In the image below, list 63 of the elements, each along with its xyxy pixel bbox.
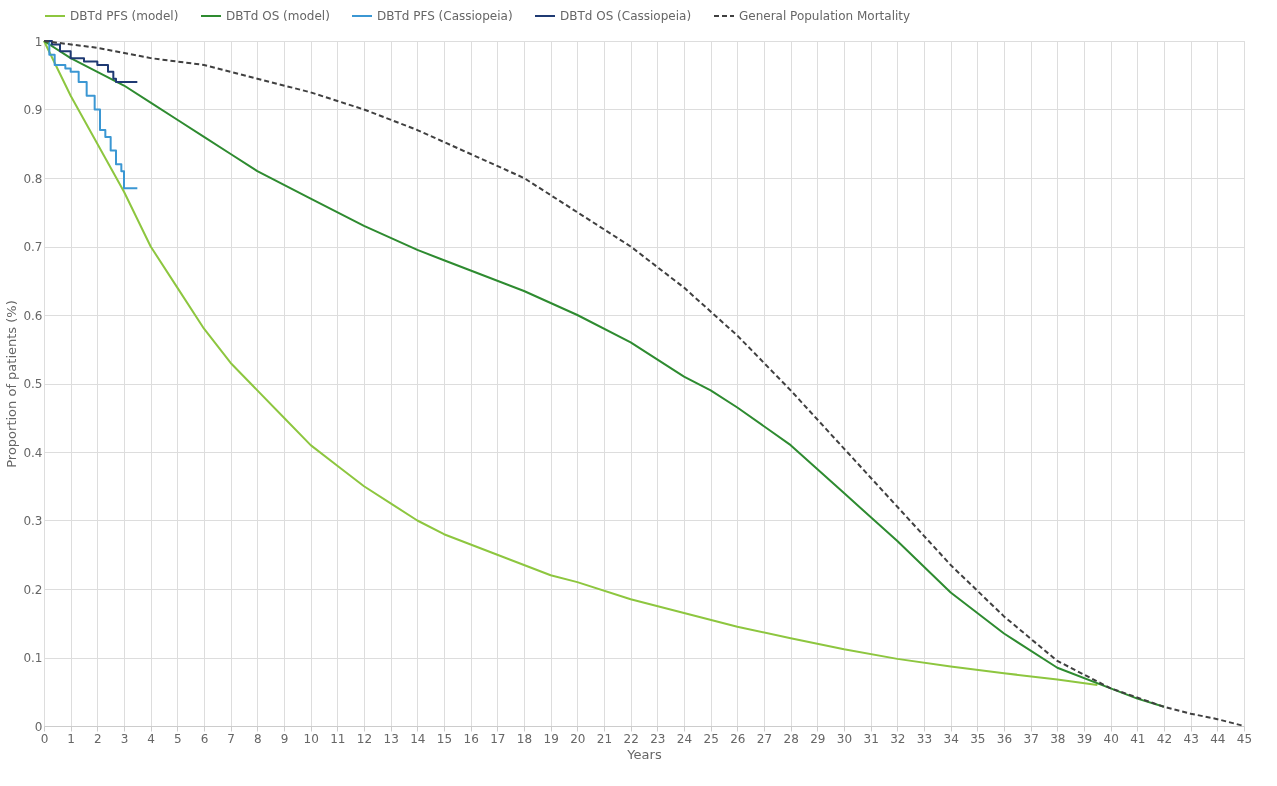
x-tick-label: 1 — [67, 731, 75, 746]
x-tick-label: 8 — [254, 731, 262, 746]
x-tick-label: 41 — [1130, 731, 1146, 746]
x-tick-label: 36 — [996, 731, 1013, 746]
y-tick-label: 0.4 — [23, 445, 43, 460]
y-tick-label: 0.5 — [23, 377, 43, 391]
x-tick-label: 27 — [756, 731, 773, 746]
y-tick-label: 0.1 — [23, 651, 43, 665]
y-tick-label: 0.9 — [23, 103, 43, 117]
x-tick-label: 42 — [1156, 731, 1173, 746]
x-tick-label: 20 — [570, 731, 586, 746]
x-tick-label: 32 — [890, 731, 906, 746]
x-tick-label: 37 — [1023, 731, 1039, 746]
x-tick-label: 19 — [543, 731, 559, 746]
x-tick-label: 40 — [1103, 731, 1119, 746]
x-tick-label: 22 — [623, 731, 639, 746]
x-tick-label: 15 — [436, 731, 453, 746]
x-tick-label: 7 — [227, 731, 235, 746]
x-tick-label: 5 — [174, 731, 182, 746]
x-tick-label: 33 — [916, 731, 933, 746]
y-tick-label: 1 — [34, 34, 43, 49]
x-tick-label: 6 — [200, 731, 209, 746]
y-tick-label: 0 — [34, 719, 43, 734]
x-tick-label: 29 — [810, 731, 826, 746]
x-axis-title: Years — [626, 746, 662, 762]
x-tick-label: 12 — [356, 731, 373, 746]
x-tick-label: 21 — [596, 731, 613, 746]
x-tick-label: 45 — [1236, 731, 1253, 746]
x-tick-label: 11 — [330, 731, 346, 746]
x-tick-label: 4 — [147, 731, 155, 746]
x-tick-label: 23 — [650, 731, 666, 746]
x-tick-label: 39 — [1076, 731, 1093, 746]
legend-label: DBTd PFS (model) — [70, 9, 179, 23]
y-axis-title: Proportion of patients (%) — [4, 300, 20, 468]
x-tick-label: 26 — [730, 731, 746, 746]
x-tick-label: 25 — [703, 731, 719, 746]
x-tick-label: 30 — [836, 731, 853, 746]
x-tick-label: 31 — [863, 731, 879, 746]
y-tick-label: 0.2 — [23, 582, 43, 597]
x-tick-label: 34 — [943, 731, 959, 746]
legend-label: General Population Mortality — [739, 9, 911, 23]
x-tick-label: 24 — [676, 731, 693, 746]
x-tick-label: 17 — [490, 731, 506, 746]
x-tick-label: 9 — [280, 731, 289, 746]
y-tick-label: 0.7 — [23, 240, 43, 254]
x-tick-label: 16 — [463, 731, 479, 746]
x-tick-label: 44 — [1210, 731, 1226, 746]
legend-label: DBTd OS (Cassiopeia) — [560, 9, 692, 23]
x-tick-label: 35 — [970, 731, 986, 746]
x-tick-label: 43 — [1183, 731, 1199, 746]
x-tick-label: 13 — [383, 731, 399, 746]
x-tick-label: 18 — [516, 731, 533, 746]
x-tick-label: 28 — [783, 731, 799, 746]
legend-label: DBTd PFS (Cassiopeia) — [377, 9, 513, 23]
y-tick-label: 0.3 — [23, 514, 43, 528]
x-tick-label: 10 — [303, 731, 319, 746]
legend-label: DBTd OS (model) — [226, 9, 330, 23]
y-tick-label: 0.8 — [23, 171, 43, 186]
x-tick-label: 14 — [410, 731, 426, 746]
x-tick-label: 3 — [120, 731, 129, 746]
x-tick-label: 2 — [94, 731, 102, 746]
y-tick-label: 0.6 — [23, 308, 43, 323]
x-tick-label: 38 — [1050, 731, 1066, 746]
